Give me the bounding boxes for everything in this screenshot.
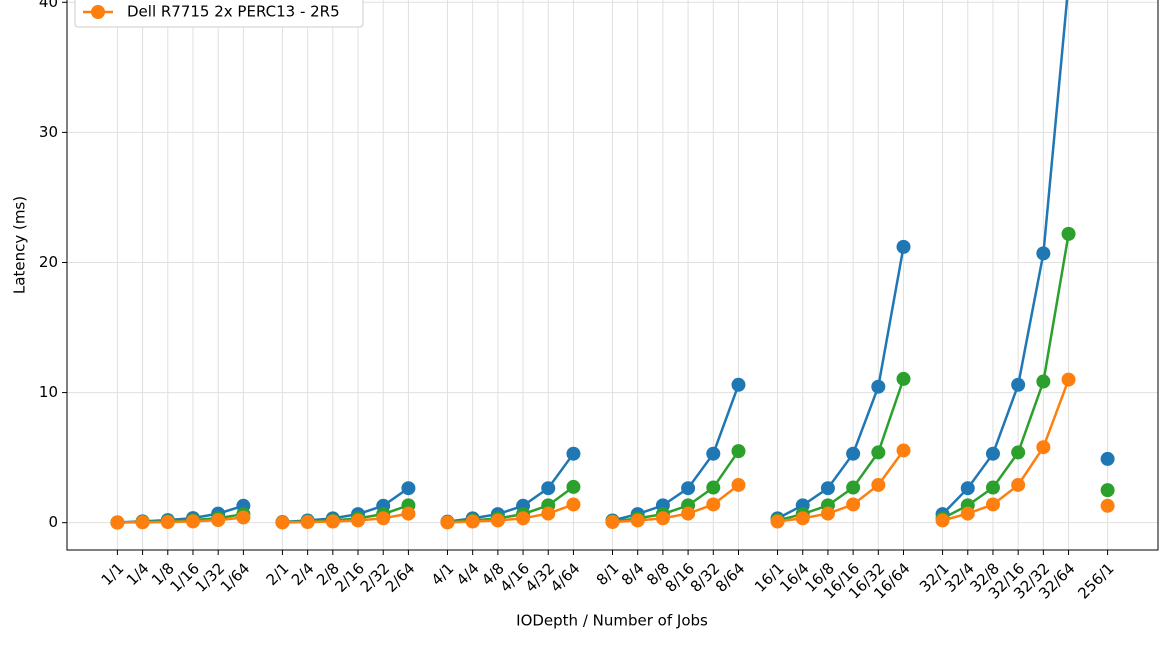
data-point	[1061, 372, 1076, 387]
x-tick-label: 8/4	[618, 559, 648, 589]
x-tick-label: 4/1	[428, 559, 458, 589]
data-point	[731, 377, 746, 392]
y-tick-label: 10	[39, 383, 58, 401]
x-tick-label: 8/64	[712, 559, 749, 596]
data-point	[681, 506, 696, 521]
data-point	[896, 239, 911, 254]
legend-box	[74, 0, 364, 28]
data-point	[275, 515, 290, 530]
data-point	[1036, 374, 1051, 389]
data-point	[401, 481, 416, 496]
legend: Dell R7715 2x PERC13 - 2R5	[74, 0, 364, 28]
data-point	[541, 506, 556, 521]
data-point	[1061, 226, 1076, 241]
y-tick-label: 20	[39, 253, 58, 271]
data-point	[896, 443, 911, 458]
data-point	[731, 477, 746, 492]
data-point	[706, 480, 721, 495]
data-point	[325, 514, 340, 529]
data-point	[985, 497, 1000, 512]
data-point	[706, 446, 721, 461]
x-tick-label: 2/64	[382, 559, 419, 596]
data-point	[1036, 246, 1051, 261]
data-point	[630, 513, 645, 528]
x-axis-label: IODepth / Number of Jobs	[516, 612, 708, 630]
data-point	[871, 477, 886, 492]
data-point	[655, 511, 670, 526]
data-point	[566, 446, 581, 461]
data-point	[985, 446, 1000, 461]
y-tick-label: 30	[39, 123, 58, 141]
data-point	[706, 497, 721, 512]
data-point	[1011, 445, 1026, 460]
data-point	[516, 511, 531, 526]
data-point	[566, 497, 581, 512]
data-point	[960, 481, 975, 496]
data-point	[1100, 483, 1115, 498]
data-point	[770, 514, 785, 529]
y-axis-label: Latency (ms)	[11, 196, 29, 294]
grid	[67, 0, 1158, 550]
data-point	[896, 371, 911, 386]
data-point	[960, 506, 975, 521]
x-tick-label: 4/64	[547, 559, 584, 596]
data-point	[300, 515, 315, 530]
data-point	[1011, 377, 1026, 392]
data-point	[351, 513, 366, 528]
data-point	[401, 506, 416, 521]
x-tick-label: 2/1	[263, 559, 293, 589]
legend-marker	[91, 5, 105, 19]
data-point	[541, 481, 556, 496]
data-point	[135, 515, 150, 530]
data-point	[236, 510, 251, 525]
data-point	[160, 515, 175, 530]
y-tick-label: 0	[48, 513, 58, 531]
data-point	[795, 511, 810, 526]
data-point	[211, 513, 226, 528]
data-point	[1036, 440, 1051, 455]
data-point	[1100, 451, 1115, 466]
data-point	[110, 515, 125, 530]
x-tick-label: 256/1	[1074, 559, 1117, 602]
x-tick-label: 1/1	[98, 559, 128, 589]
data-point	[731, 444, 746, 459]
x-tick-label: 8/1	[593, 559, 623, 589]
data-point	[440, 515, 455, 530]
data-point	[465, 514, 480, 529]
y-tick-label: 40	[39, 0, 58, 11]
x-tick-label: 2/4	[288, 559, 318, 589]
x-tick-label: 1/4	[123, 559, 153, 589]
data-point	[846, 446, 861, 461]
data-point	[985, 480, 1000, 495]
data-point	[1100, 498, 1115, 513]
data-point	[871, 379, 886, 394]
data-point	[490, 513, 505, 528]
data-point	[566, 479, 581, 494]
legend-label: Dell R7715 2x PERC13 - 2R5	[127, 3, 340, 21]
data-point	[935, 513, 950, 528]
data-point	[605, 515, 620, 530]
data-point	[1011, 477, 1026, 492]
data-point	[376, 511, 391, 526]
plot-area	[110, 0, 1115, 530]
data-point	[681, 481, 696, 496]
data-point	[846, 497, 861, 512]
data-point	[871, 445, 886, 460]
data-point	[820, 481, 835, 496]
x-tick-label: 1/64	[217, 559, 254, 596]
x-tick-label: 4/4	[453, 559, 483, 589]
data-point	[846, 480, 861, 495]
data-point	[185, 514, 200, 529]
data-point	[820, 506, 835, 521]
